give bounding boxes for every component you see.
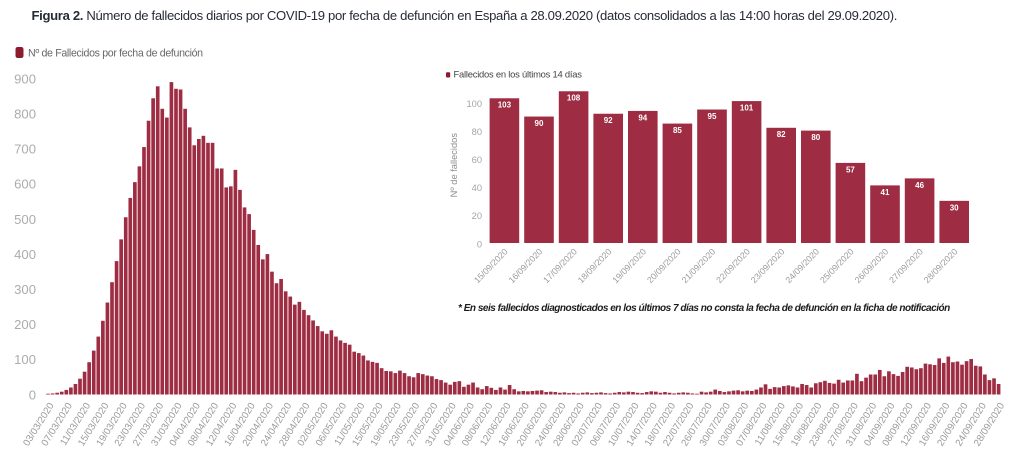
svg-text:600: 600 xyxy=(14,177,36,192)
svg-text:20: 20 xyxy=(472,211,482,221)
svg-text:Nº de Fallecidos por fecha de: Nº de Fallecidos por fecha de defunción xyxy=(28,48,203,60)
svg-text:0: 0 xyxy=(29,387,36,402)
svg-text:80: 80 xyxy=(472,127,482,137)
svg-text:95: 95 xyxy=(708,112,717,121)
svg-text:Fallecidos en los últimos 14 d: Fallecidos en los últimos 14 días xyxy=(454,68,583,79)
svg-text:500: 500 xyxy=(14,212,36,227)
svg-text:94: 94 xyxy=(638,113,647,122)
svg-text:103: 103 xyxy=(498,101,512,110)
svg-text:41: 41 xyxy=(881,188,890,197)
svg-text:60: 60 xyxy=(472,155,482,165)
svg-text:Nº de fallecidos: Nº de fallecidos xyxy=(449,133,459,198)
svg-text:200: 200 xyxy=(14,317,36,332)
svg-text:92: 92 xyxy=(604,116,613,125)
svg-text:80: 80 xyxy=(811,133,820,142)
svg-text:100: 100 xyxy=(14,352,36,367)
svg-text:0: 0 xyxy=(477,239,482,249)
svg-text:90: 90 xyxy=(535,119,544,128)
svg-text:* En seis fallecidos diagnosti: * En seis fallecidos diagnosticados en l… xyxy=(458,303,950,314)
svg-text:900: 900 xyxy=(14,71,36,86)
svg-text:700: 700 xyxy=(14,142,36,157)
svg-text:82: 82 xyxy=(777,130,786,139)
svg-text:800: 800 xyxy=(14,107,36,122)
svg-text:Figura 2. Número de fallecidos: Figura 2. Número de fallecidos diarios p… xyxy=(32,8,898,23)
svg-text:85: 85 xyxy=(673,126,682,135)
svg-text:100: 100 xyxy=(466,99,482,109)
svg-text:400: 400 xyxy=(14,247,36,262)
svg-text:101: 101 xyxy=(740,104,754,113)
svg-text:300: 300 xyxy=(14,282,36,297)
svg-text:30: 30 xyxy=(950,203,959,212)
svg-text:57: 57 xyxy=(846,165,855,174)
svg-text:40: 40 xyxy=(472,183,482,193)
svg-text:108: 108 xyxy=(567,94,581,103)
svg-text:46: 46 xyxy=(915,181,924,190)
